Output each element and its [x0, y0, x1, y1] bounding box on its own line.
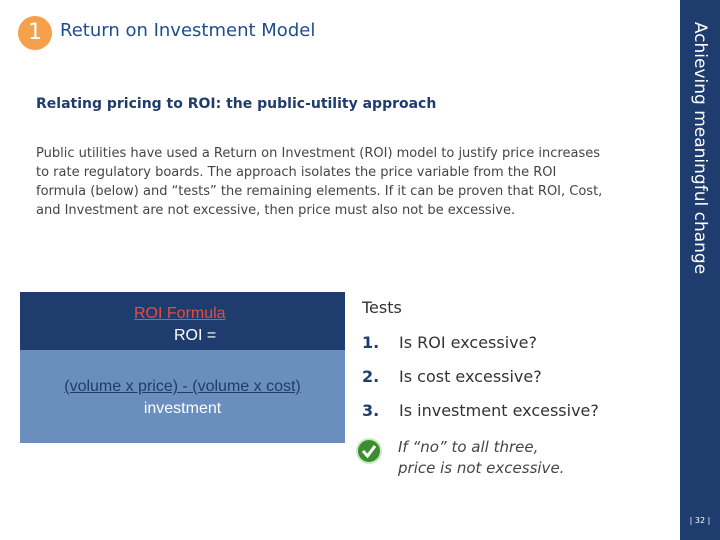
- test-number: 3.: [362, 401, 380, 420]
- body-text: Public utilities have used a Return on I…: [36, 146, 603, 218]
- conclusion-line: If “no” to all three,: [398, 438, 539, 456]
- test-item: 1. Is ROI excessive?: [362, 333, 537, 352]
- page-number: | 32 |: [689, 516, 711, 525]
- test-text: Is investment excessive?: [399, 401, 599, 420]
- formula-numerator: (volume x price) - (volume x cost): [64, 378, 301, 395]
- test-item: 2. Is cost excessive?: [362, 367, 542, 386]
- check-icon: [356, 438, 382, 464]
- test-text: Is cost excessive?: [399, 367, 542, 386]
- slide-title: Return on Investment Model: [60, 20, 316, 41]
- test-text: Is ROI excessive?: [399, 333, 537, 352]
- tests-heading: Tests: [362, 298, 402, 317]
- formula-denominator: investment: [143, 400, 222, 417]
- conclusion-line: price is not excessive.: [398, 459, 565, 477]
- test-number: 1.: [362, 333, 380, 352]
- formula-heading: ROI Formula: [134, 305, 226, 322]
- sidebar-text: Achieving meaningful change: [690, 21, 710, 275]
- conclusion: If “no” to all three, price is not excess…: [398, 437, 564, 479]
- sidebar: [680, 0, 720, 540]
- formula-body-box: [20, 350, 345, 443]
- section-number: 1: [18, 16, 52, 50]
- subtitle: Relating pricing to ROI: the public-util…: [36, 96, 437, 112]
- formula-header-box: [20, 292, 345, 350]
- test-number: 2.: [362, 367, 380, 386]
- formula-lhs: ROI =: [174, 327, 217, 344]
- test-item: 3. Is investment excessive?: [362, 401, 599, 420]
